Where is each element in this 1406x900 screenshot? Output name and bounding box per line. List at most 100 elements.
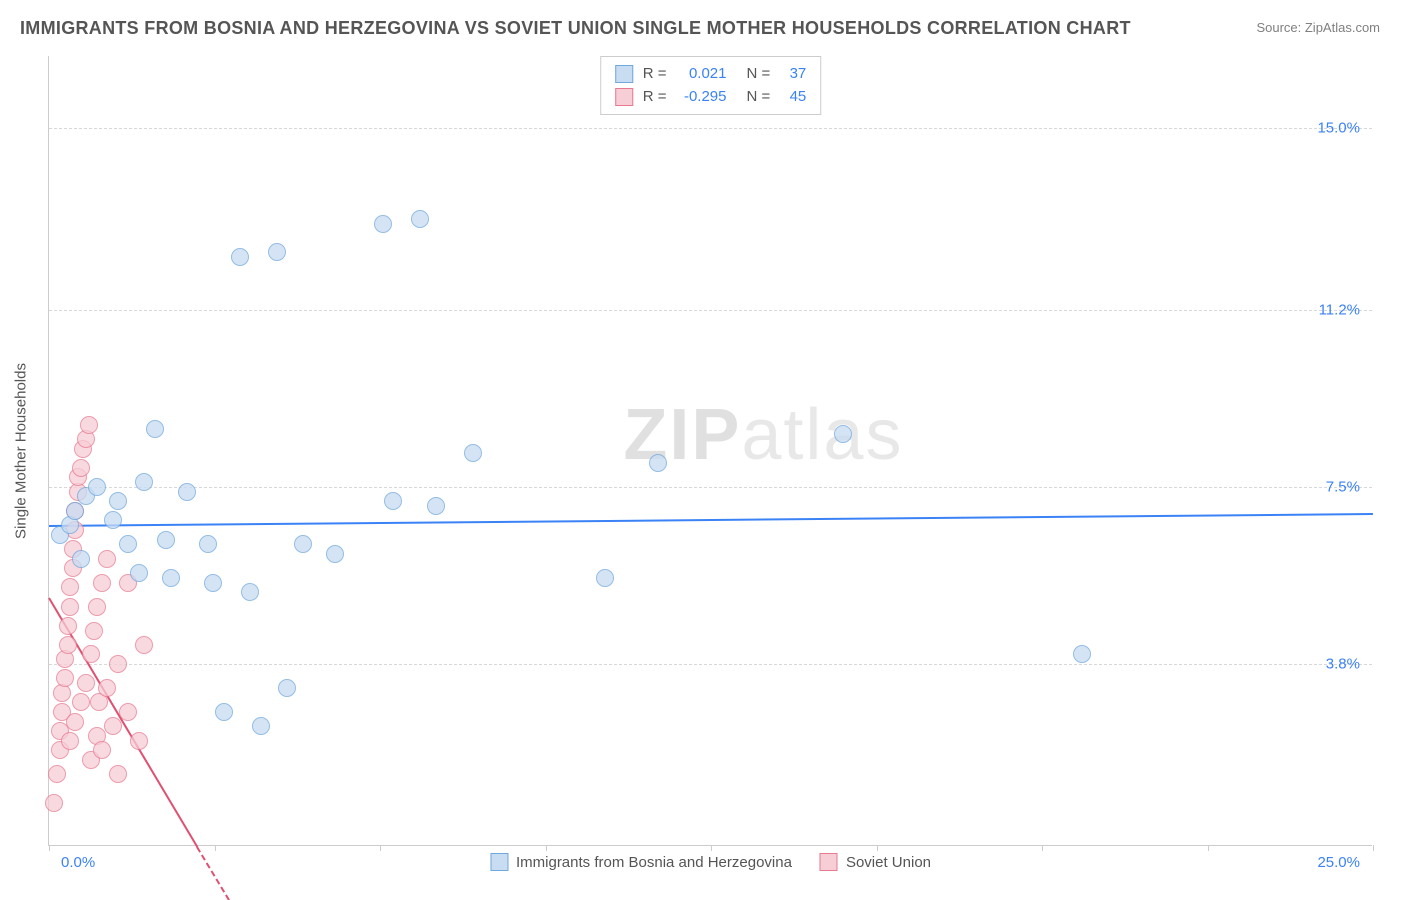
y-tick-label: 3.8% — [1326, 656, 1360, 673]
x-tick — [49, 845, 50, 851]
scatter-point — [61, 732, 79, 750]
scatter-point — [326, 545, 344, 563]
scatter-point — [649, 454, 667, 472]
scatter-point — [85, 622, 103, 640]
stats-legend-box: R = 0.021 N = 37 R = -0.295 N = 45 — [600, 56, 822, 115]
scatter-point — [278, 679, 296, 697]
scatter-point — [119, 535, 137, 553]
r-label: R = — [643, 63, 667, 86]
scatter-point — [98, 550, 116, 568]
watermark-rest: atlas — [741, 395, 903, 475]
scatter-point — [135, 473, 153, 491]
trend-line — [49, 513, 1373, 527]
scatter-point — [178, 483, 196, 501]
n-value: 45 — [780, 86, 806, 109]
scatter-point — [1073, 645, 1091, 663]
x-axis-min-label: 0.0% — [61, 854, 95, 871]
watermark-bold: ZIP — [623, 395, 741, 475]
scatter-point — [104, 511, 122, 529]
scatter-point — [199, 535, 217, 553]
scatter-point — [56, 669, 74, 687]
scatter-point — [119, 703, 137, 721]
x-tick — [711, 845, 712, 851]
chart-title: IMMIGRANTS FROM BOSNIA AND HERZEGOVINA V… — [20, 18, 1131, 39]
scatter-point — [98, 679, 116, 697]
scatter-point — [72, 550, 90, 568]
series-legend: Immigrants from Bosnia and Herzegovina So… — [490, 853, 931, 871]
scatter-point — [59, 617, 77, 635]
y-tick-label: 15.0% — [1317, 119, 1360, 136]
scatter-point — [80, 416, 98, 434]
r-label: R = — [643, 86, 667, 109]
legend-item: Immigrants from Bosnia and Herzegovina — [490, 853, 792, 871]
r-value: -0.295 — [677, 86, 727, 109]
x-tick — [215, 845, 216, 851]
scatter-point — [252, 717, 270, 735]
gridline-h — [49, 664, 1372, 665]
scatter-point — [215, 703, 233, 721]
source-label: Source: ZipAtlas.com — [1256, 20, 1380, 35]
scatter-point — [204, 574, 222, 592]
x-tick — [380, 845, 381, 851]
scatter-point — [88, 598, 106, 616]
y-tick-label: 11.2% — [1319, 301, 1360, 318]
scatter-point — [77, 674, 95, 692]
x-tick — [877, 845, 878, 851]
y-axis-title: Single Mother Households — [13, 363, 30, 539]
scatter-point — [45, 794, 63, 812]
scatter-point — [294, 535, 312, 553]
scatter-point — [374, 215, 392, 233]
legend-swatch — [490, 853, 508, 871]
scatter-point — [596, 569, 614, 587]
n-label: N = — [747, 63, 771, 86]
scatter-point — [268, 243, 286, 261]
n-label: N = — [747, 86, 771, 109]
scatter-point — [162, 569, 180, 587]
scatter-point — [130, 564, 148, 582]
scatter-point — [66, 713, 84, 731]
legend-swatch — [615, 65, 633, 83]
legend-swatch — [615, 88, 633, 106]
n-value: 37 — [780, 63, 806, 86]
scatter-point — [427, 497, 445, 515]
scatter-point — [72, 693, 90, 711]
scatter-point — [241, 583, 259, 601]
scatter-point — [231, 248, 249, 266]
scatter-point — [109, 655, 127, 673]
stats-row: R = -0.295 N = 45 — [615, 86, 807, 109]
scatter-point — [384, 492, 402, 510]
scatter-point — [130, 732, 148, 750]
x-tick — [1042, 845, 1043, 851]
gridline-h — [49, 128, 1372, 129]
scatter-point — [82, 645, 100, 663]
scatter-point — [61, 578, 79, 596]
scatter-point — [135, 636, 153, 654]
x-tick — [1208, 845, 1209, 851]
scatter-point — [93, 741, 111, 759]
scatter-point — [72, 459, 90, 477]
gridline-h — [49, 310, 1372, 311]
scatter-point — [61, 598, 79, 616]
scatter-point — [411, 210, 429, 228]
legend-label: Immigrants from Bosnia and Herzegovina — [516, 854, 792, 871]
x-tick — [546, 845, 547, 851]
gridline-h — [49, 487, 1372, 488]
scatter-point — [48, 765, 66, 783]
scatter-point — [93, 574, 111, 592]
x-tick — [1373, 845, 1374, 851]
scatter-point — [834, 425, 852, 443]
r-value: 0.021 — [677, 63, 727, 86]
scatter-point — [59, 636, 77, 654]
x-axis-max-label: 25.0% — [1317, 854, 1360, 871]
scatter-point — [464, 444, 482, 462]
y-tick-label: 7.5% — [1326, 478, 1360, 495]
scatter-point — [109, 765, 127, 783]
scatter-point — [157, 531, 175, 549]
legend-label: Soviet Union — [846, 854, 931, 871]
chart-plot-area: Single Mother Households ZIPatlas 0.0% 2… — [48, 56, 1372, 846]
scatter-point — [146, 420, 164, 438]
legend-swatch — [820, 853, 838, 871]
scatter-point — [109, 492, 127, 510]
stats-row: R = 0.021 N = 37 — [615, 63, 807, 86]
scatter-point — [88, 478, 106, 496]
